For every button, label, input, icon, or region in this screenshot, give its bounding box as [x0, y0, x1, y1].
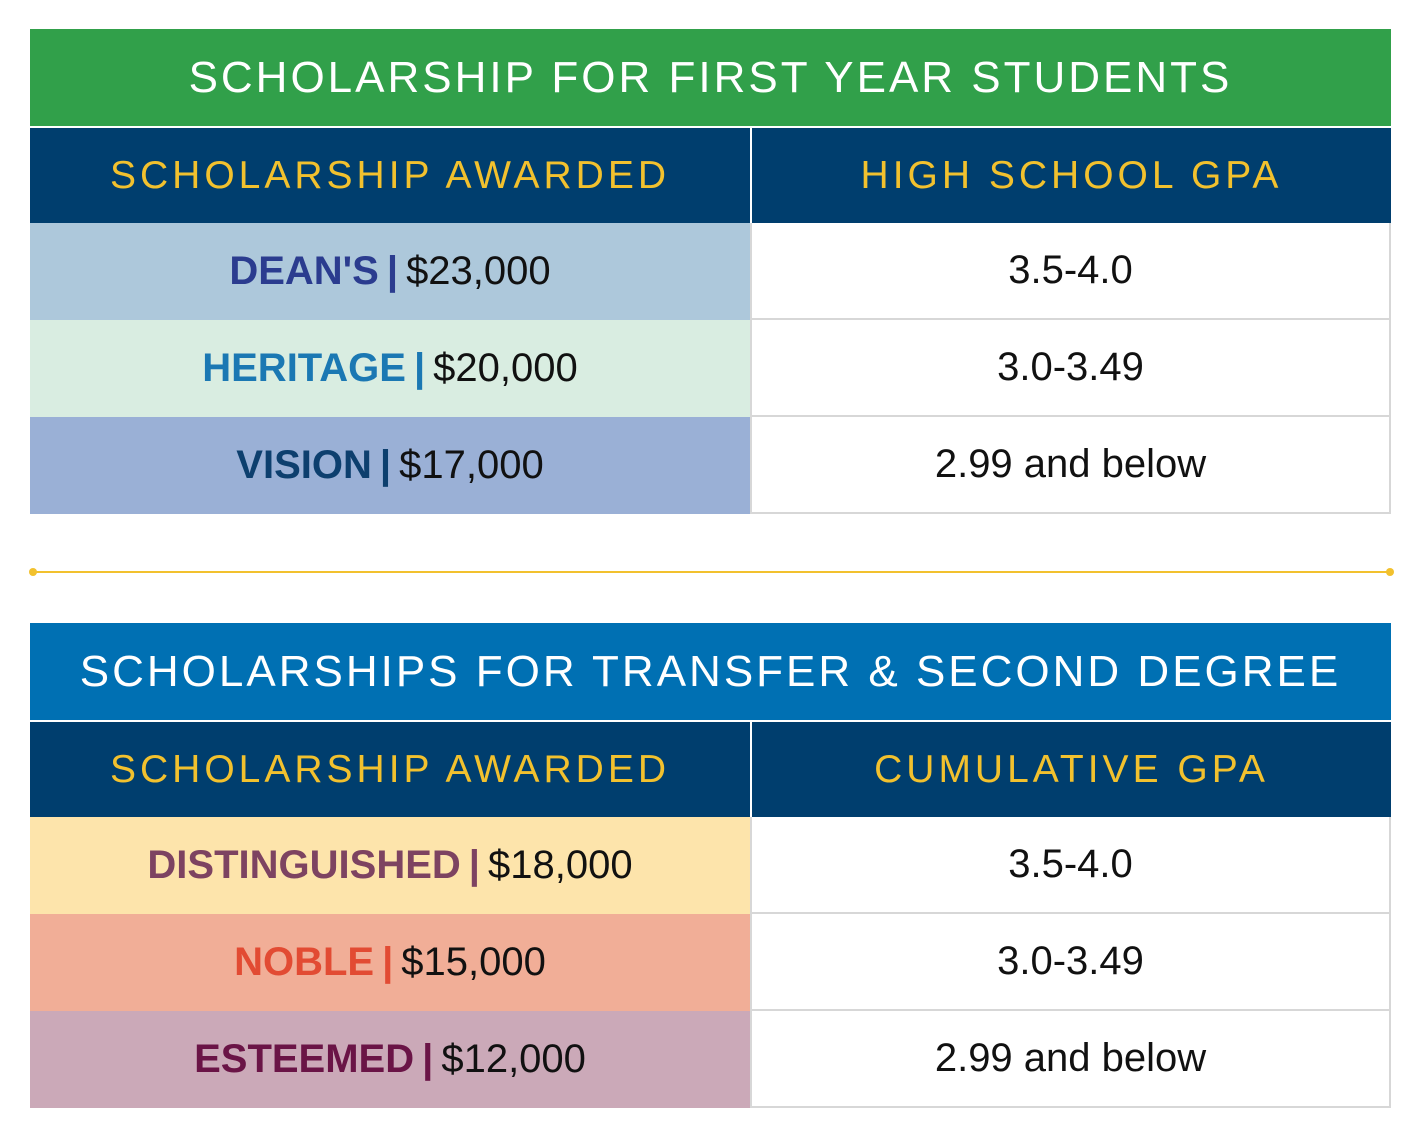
header-scholarship-awarded: SCHOLARSHIP AWARDED — [30, 722, 750, 817]
table-row: ESTEEMED | $12,000 2.99 and below — [30, 1011, 1391, 1108]
table-title: SCHOLARSHIP FOR FIRST YEAR STUDENTS — [30, 29, 1391, 126]
gpa-cell: 2.99 and below — [750, 417, 1391, 514]
gpa-cell: 3.5-4.0 — [750, 223, 1391, 320]
gpa-cell: 3.5-4.0 — [750, 817, 1391, 914]
header-scholarship-awarded: SCHOLARSHIP AWARDED — [30, 128, 750, 223]
award-amount: $17,000 — [399, 443, 544, 487]
award-separator: | — [386, 249, 399, 293]
award-separator: | — [422, 1037, 434, 1081]
table-title: SCHOLARSHIPS FOR TRANSFER & SECOND DEGRE… — [30, 623, 1391, 720]
first-year-scholarship-table: SCHOLARSHIP FOR FIRST YEAR STUDENTS SCHO… — [30, 29, 1391, 514]
table-row: VISION | $17,000 2.99 and below — [30, 417, 1391, 514]
award-cell: VISION | $17,000 — [30, 417, 750, 514]
award-separator: | — [382, 940, 394, 984]
table-row: HERITAGE | $20,000 3.0-3.49 — [30, 320, 1391, 417]
divider-dot — [1386, 568, 1394, 576]
table-row: DEAN'S | $23,000 3.5-4.0 — [30, 223, 1391, 320]
award-amount: $23,000 — [406, 249, 551, 293]
award-name: ESTEEMED — [194, 1037, 415, 1081]
header-high-school-gpa: HIGH SCHOOL GPA — [750, 128, 1391, 223]
award-cell: ESTEEMED | $12,000 — [30, 1011, 750, 1108]
award-name: VISION — [236, 443, 372, 487]
gpa-cell: 3.0-3.49 — [750, 320, 1391, 417]
award-separator: | — [379, 443, 392, 487]
table-row: NOBLE | $15,000 3.0-3.49 — [30, 914, 1391, 1011]
award-name: HERITAGE — [202, 346, 406, 390]
award-amount: $15,000 — [401, 940, 546, 984]
award-name: DEAN'S — [229, 249, 379, 293]
award-cell: DISTINGUISHED | $18,000 — [30, 817, 750, 914]
gpa-cell: 2.99 and below — [750, 1011, 1391, 1108]
award-cell: DEAN'S | $23,000 — [30, 223, 750, 320]
gpa-cell: 3.0-3.49 — [750, 914, 1391, 1011]
award-separator: | — [413, 346, 426, 390]
transfer-scholarship-table: SCHOLARSHIPS FOR TRANSFER & SECOND DEGRE… — [30, 623, 1391, 1108]
table-header-row: SCHOLARSHIP AWARDED HIGH SCHOOL GPA — [30, 126, 1391, 223]
award-name: NOBLE — [234, 940, 375, 984]
table-row: DISTINGUISHED | $18,000 3.5-4.0 — [30, 817, 1391, 914]
divider-dot — [29, 568, 37, 576]
header-cumulative-gpa: CUMULATIVE GPA — [750, 722, 1391, 817]
award-cell: NOBLE | $15,000 — [30, 914, 750, 1011]
award-separator: | — [468, 843, 480, 887]
award-cell: HERITAGE | $20,000 — [30, 320, 750, 417]
award-amount: $20,000 — [433, 346, 578, 390]
award-name: DISTINGUISHED — [147, 843, 461, 887]
award-amount: $18,000 — [487, 843, 633, 887]
award-amount: $12,000 — [441, 1037, 586, 1081]
section-divider — [29, 568, 1394, 576]
table-header-row: SCHOLARSHIP AWARDED CUMULATIVE GPA — [30, 720, 1391, 817]
